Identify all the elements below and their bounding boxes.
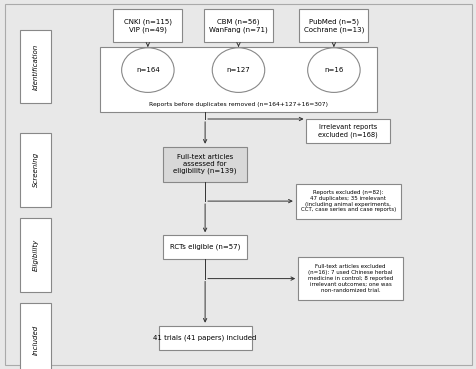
Text: CBM (n=56)
WanFang (n=71): CBM (n=56) WanFang (n=71) xyxy=(208,19,268,33)
Text: Irrelevant reports
excluded (n=168): Irrelevant reports excluded (n=168) xyxy=(317,124,377,138)
Ellipse shape xyxy=(212,48,264,92)
Text: Identification: Identification xyxy=(33,43,39,90)
Text: n=16: n=16 xyxy=(324,67,343,73)
Ellipse shape xyxy=(307,48,359,92)
Text: Full-text articles excluded
(n=16): 7 used Chinese herbal
medicine in control; 8: Full-text articles excluded (n=16): 7 us… xyxy=(307,265,392,293)
Text: PubMed (n=5)
Cochrane (n=13): PubMed (n=5) Cochrane (n=13) xyxy=(303,19,363,33)
FancyBboxPatch shape xyxy=(20,133,51,207)
FancyBboxPatch shape xyxy=(299,9,367,42)
FancyBboxPatch shape xyxy=(163,146,247,182)
Text: Reports before duplicates removed (n=164+127+16=307): Reports before duplicates removed (n=164… xyxy=(149,102,327,107)
Text: n=127: n=127 xyxy=(226,67,250,73)
FancyBboxPatch shape xyxy=(20,30,51,103)
Text: Included: Included xyxy=(33,324,39,355)
FancyBboxPatch shape xyxy=(163,235,247,259)
Text: n=164: n=164 xyxy=(136,67,159,73)
Text: Eligibility: Eligibility xyxy=(33,238,39,271)
Text: Full-text articles
assessed for
eligibility (n=139): Full-text articles assessed for eligibil… xyxy=(173,154,237,175)
FancyBboxPatch shape xyxy=(295,183,400,218)
Text: RCTs eligible (n=57): RCTs eligible (n=57) xyxy=(169,244,240,251)
FancyBboxPatch shape xyxy=(20,218,51,292)
Text: CNKI (n=115)
VIP (n=49): CNKI (n=115) VIP (n=49) xyxy=(124,19,171,33)
Text: Reports excluded (n=82):
47 duplicates; 35 irrelevant
(including animal experime: Reports excluded (n=82): 47 duplicates; … xyxy=(300,190,395,212)
FancyBboxPatch shape xyxy=(113,9,182,42)
FancyBboxPatch shape xyxy=(100,47,376,111)
Text: 41 trials (41 papers) included: 41 trials (41 papers) included xyxy=(153,334,256,341)
FancyBboxPatch shape xyxy=(203,9,272,42)
FancyBboxPatch shape xyxy=(298,258,402,300)
FancyBboxPatch shape xyxy=(306,119,389,143)
FancyBboxPatch shape xyxy=(20,303,51,369)
FancyBboxPatch shape xyxy=(158,325,251,350)
Text: Screening: Screening xyxy=(33,152,39,187)
Ellipse shape xyxy=(121,48,174,92)
